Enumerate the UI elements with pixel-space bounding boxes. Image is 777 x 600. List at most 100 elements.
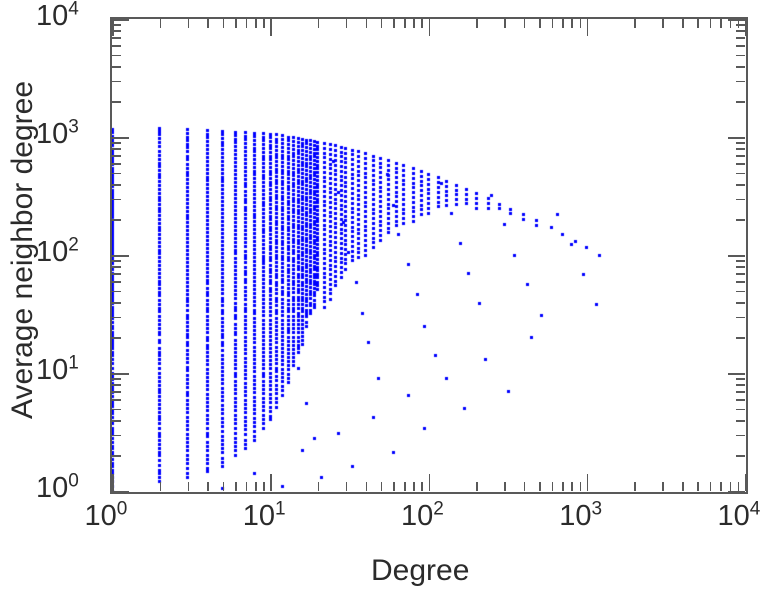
x-tick-top <box>235 19 237 28</box>
y-tick-left <box>112 54 121 57</box>
y-tick-label: 100 <box>36 469 79 504</box>
y-tick-right <box>736 163 745 165</box>
y-tick-left <box>112 378 121 380</box>
x-tick-bottom <box>551 482 554 491</box>
y-tick-label: 102 <box>36 233 79 268</box>
y-tick-right <box>736 198 745 201</box>
y-tick-right <box>728 137 745 139</box>
x-tick-bottom <box>745 474 747 491</box>
x-tick-bottom <box>539 482 541 491</box>
x-tick-bottom <box>737 482 740 491</box>
y-tick-left <box>112 163 121 165</box>
x-tick-top <box>393 19 395 28</box>
y-tick-right <box>736 337 745 340</box>
x-tick-bottom <box>428 474 431 491</box>
y-tick-left <box>112 65 121 68</box>
x-tick-top <box>428 19 431 36</box>
y-tick-left <box>112 101 121 104</box>
x-tick-top <box>709 19 712 28</box>
y-tick-left <box>112 219 121 222</box>
y-tick-left <box>112 301 121 304</box>
y-tick-left <box>112 408 121 411</box>
y-tick-left <box>112 266 121 269</box>
x-tick-top <box>745 19 747 36</box>
x-tick-top <box>586 19 589 36</box>
y-tick-right <box>736 30 745 33</box>
x-tick-label: 104 <box>717 498 761 532</box>
x-tick-top <box>504 19 506 28</box>
y-tick-left <box>112 30 121 33</box>
x-tick-bottom <box>579 482 582 491</box>
x-tick-bottom <box>697 482 699 491</box>
y-tick-label: 101 <box>36 351 79 386</box>
x-tick-bottom <box>586 474 589 491</box>
y-tick-left <box>112 491 129 493</box>
x-tick-label: 100 <box>84 498 128 532</box>
x-tick-top <box>737 19 740 28</box>
y-tick-right <box>736 399 745 401</box>
x-tick-bottom <box>263 482 265 491</box>
y-tick-right <box>736 266 745 269</box>
y-tick-left <box>112 137 129 139</box>
y-tick-left <box>112 260 121 262</box>
x-tick-bottom <box>245 482 248 491</box>
x-tick-top <box>476 19 478 28</box>
x-tick-bottom <box>571 482 573 491</box>
x-tick-top <box>112 19 114 36</box>
y-tick-right <box>728 373 745 375</box>
y-tick-right <box>736 142 745 144</box>
x-tick-top <box>682 19 684 28</box>
y-tick-left <box>112 37 121 39</box>
x-tick-bottom <box>112 474 114 491</box>
x-tick-bottom <box>421 482 423 491</box>
y-tick-left <box>112 316 121 319</box>
y-tick-right <box>728 491 745 493</box>
x-tick-top <box>403 19 406 28</box>
x-tick-top <box>539 19 541 28</box>
y-tick-right <box>728 255 745 257</box>
x-tick-bottom <box>476 482 478 491</box>
y-tick-left <box>112 281 121 283</box>
y-tick-right <box>728 19 745 21</box>
x-axis-label: Degree <box>371 554 470 587</box>
y-tick-left <box>112 142 121 144</box>
y-tick-left <box>112 198 121 201</box>
y-tick-label: 104 <box>36 0 79 32</box>
y-tick-right <box>736 183 745 186</box>
y-tick-right <box>736 172 745 175</box>
x-tick-bottom <box>720 482 723 491</box>
x-tick-top <box>365 19 368 28</box>
y-tick-left <box>112 255 129 257</box>
x-tick-bottom <box>682 482 684 491</box>
x-tick-bottom <box>345 482 348 491</box>
x-tick-bottom <box>562 482 564 491</box>
x-tick-bottom <box>504 482 506 491</box>
x-tick-bottom <box>403 482 406 491</box>
x-tick-top <box>571 19 573 28</box>
x-tick-top <box>317 19 320 28</box>
y-tick-right <box>736 101 745 104</box>
x-tick-top <box>380 19 383 28</box>
y-tick-right <box>736 434 745 437</box>
x-tick-label: 103 <box>559 498 603 532</box>
x-tick-bottom <box>317 482 320 491</box>
y-tick-left <box>112 290 121 293</box>
x-tick-bottom <box>235 482 237 491</box>
y-tick-right <box>736 378 745 380</box>
y-tick-label: 103 <box>36 115 79 150</box>
y-tick-right <box>736 316 745 319</box>
scatter-plot-canvas <box>112 19 745 491</box>
y-tick-left <box>112 24 121 26</box>
x-tick-bottom <box>634 482 636 491</box>
y-tick-left <box>112 19 129 21</box>
y-tick-right <box>736 391 745 393</box>
y-tick-right <box>736 281 745 283</box>
x-tick-bottom <box>729 482 732 491</box>
y-tick-right <box>736 455 745 458</box>
y-tick-left <box>112 155 121 157</box>
x-tick-top <box>579 19 582 28</box>
x-tick-bottom <box>222 482 225 491</box>
y-tick-left <box>112 148 121 151</box>
x-tick-top <box>270 19 272 36</box>
